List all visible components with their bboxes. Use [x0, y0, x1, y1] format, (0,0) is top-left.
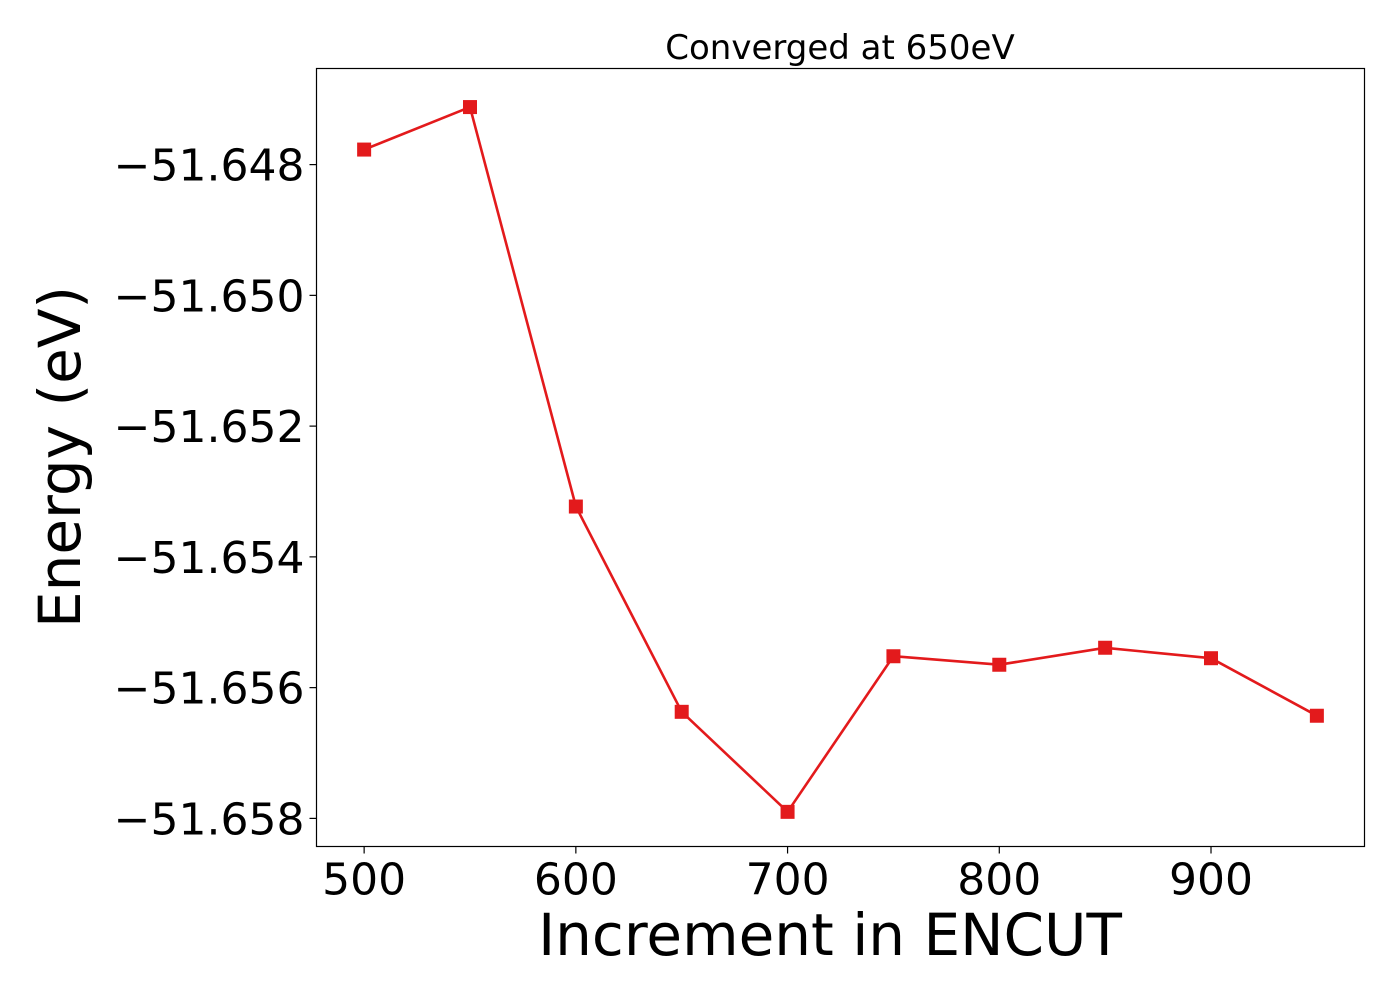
x-axis-title: Increment in ENCUT: [538, 901, 1122, 969]
data-point-marker: [1204, 651, 1219, 666]
data-point-marker: [886, 649, 901, 664]
x-tick-label: 900: [1169, 855, 1253, 906]
y-tick-label: −51.656: [114, 664, 305, 715]
data-point-marker: [1098, 640, 1113, 655]
y-tick-label: −51.648: [114, 141, 305, 192]
data-point-marker: [1309, 708, 1324, 723]
data-point-marker: [674, 704, 689, 719]
x-axis: 500 600 700 800 900: [322, 846, 1253, 906]
data-point-marker: [462, 100, 477, 115]
series-line: [363, 105, 1318, 814]
data-point-marker: [780, 804, 795, 819]
y-tick-label: −51.650: [114, 271, 305, 322]
x-tick-label: 700: [746, 855, 830, 906]
x-tick-label: 500: [322, 855, 406, 906]
data-point-marker: [568, 499, 583, 514]
data-point-marker: [992, 657, 1007, 672]
y-tick-label: −51.652: [114, 402, 305, 453]
plot-area: 500 600 700 800 900 −51.648−51.650−51.652−51…: [114, 67, 1366, 906]
series-layer: [357, 100, 1324, 819]
y-tick-label: −51.654: [114, 533, 305, 584]
x-tick-label: 600: [534, 855, 618, 906]
y-axis-title: Energy (eV): [26, 286, 94, 628]
x-tick-label: 800: [957, 855, 1041, 906]
chart-title: Converged at 650eV: [665, 28, 1014, 68]
y-axis: −51.648 −51.650 −51.652 −51.654 −51.656 −51.6…: [114, 141, 317, 845]
plot-frame: [315, 67, 1366, 848]
y-tick-label: −51.658: [114, 794, 305, 845]
data-point-marker: [357, 142, 372, 157]
